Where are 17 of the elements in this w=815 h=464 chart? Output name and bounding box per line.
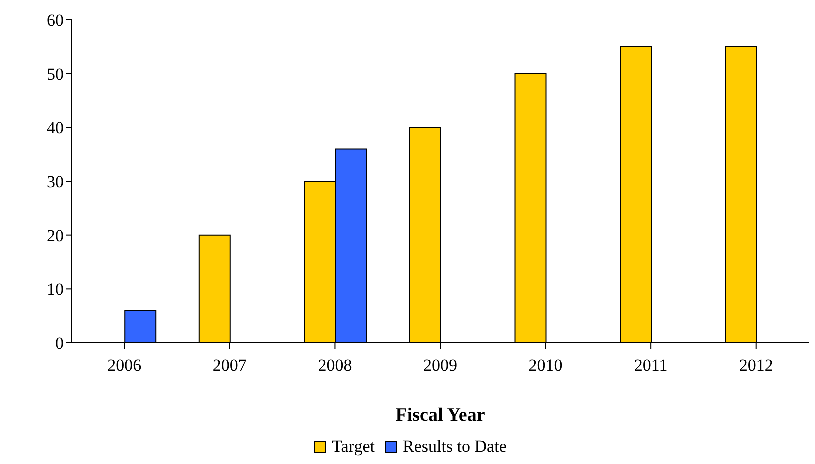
x-tick-label: 2011 — [634, 356, 668, 376]
legend-label: Results to Date — [402, 437, 507, 457]
x-tick-label: 2012 — [739, 356, 774, 376]
y-tick-label: 20 — [47, 226, 64, 246]
y-tick-label: 30 — [47, 172, 64, 192]
y-tick-label: 50 — [47, 64, 64, 84]
x-tick-label: 2010 — [528, 356, 563, 376]
y-tick-label: 60 — [47, 11, 64, 30]
y-tick-label: 40 — [47, 118, 64, 138]
x-tick-label: 2007 — [212, 356, 248, 376]
x-tick-label: 2008 — [318, 356, 352, 376]
y-tick-label: 10 — [47, 280, 64, 300]
x-tick-label: 2009 — [424, 356, 458, 376]
x-tick-label: 2006 — [108, 356, 142, 376]
legend-label: Target — [332, 437, 375, 457]
y-tick-label: 0 — [56, 334, 64, 354]
x-axis-title: Fiscal Year — [396, 405, 486, 426]
